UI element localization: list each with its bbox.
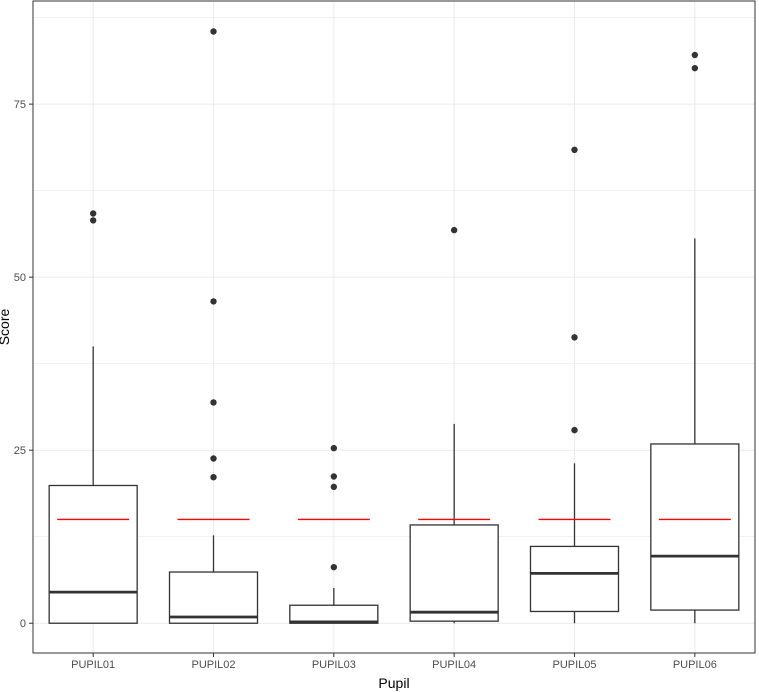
x-tick-label: PUPIL04 (432, 659, 476, 671)
box (48, 484, 138, 624)
x-tick-label: PUPIL02 (191, 659, 235, 671)
x-tick-label: PUPIL03 (312, 659, 356, 671)
box (168, 571, 259, 624)
outlier-point (571, 146, 578, 154)
grid (33, 1, 755, 653)
outlier-point (330, 473, 338, 480)
outlier-point (210, 455, 217, 462)
x-tick-label: PUPIL05 (552, 659, 596, 671)
outlier-point (330, 444, 338, 452)
box (409, 524, 499, 622)
outlier-point (210, 28, 217, 35)
outlier-point (89, 217, 97, 224)
outlier-point (89, 210, 97, 217)
outlier-point (210, 399, 217, 406)
outlier-point (571, 426, 578, 434)
box (650, 443, 740, 611)
y-tick-label: 50 (14, 272, 26, 284)
x-tick-label: PUPIL06 (673, 659, 717, 671)
panel-border (32, 0, 756, 654)
outlier-point (691, 64, 699, 72)
axes: 0 25 50 75 PUPIL01 PUPIL02 PUPIL03 PUPIL04 PUPIL… (14, 99, 717, 671)
outlier-point (210, 298, 217, 305)
y-axis-label: Score (0, 309, 12, 346)
y-tick-label: 75 (14, 99, 26, 111)
outlier-point (210, 473, 217, 481)
outlier-point (330, 483, 338, 491)
y-tick-label: 25 (14, 445, 26, 457)
box (529, 545, 620, 613)
x-axis-label: Pupil (378, 675, 409, 691)
y-tick-label: 0 (20, 618, 26, 630)
outlier-point (330, 563, 338, 571)
outlier-point (691, 51, 699, 59)
outlier-point (571, 334, 578, 341)
marks (48, 28, 740, 624)
x-tick-label: PUPIL01 (71, 659, 115, 671)
outlier-point (450, 226, 458, 234)
